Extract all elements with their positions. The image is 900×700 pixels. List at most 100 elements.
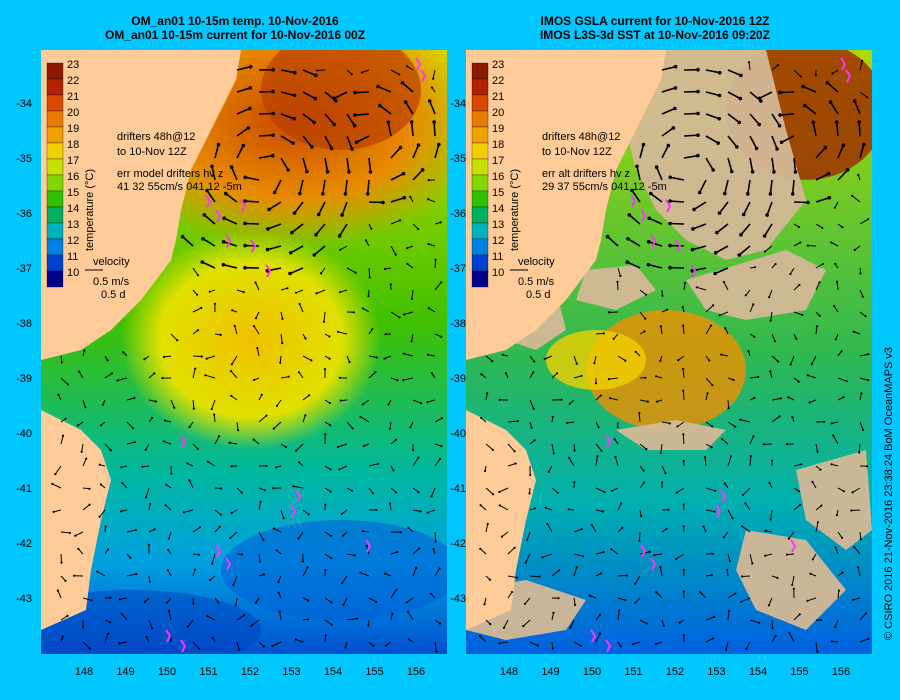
vector-arrowhead [573,449,576,452]
vector-arrowhead [853,546,856,549]
velocity-vector [771,135,778,150]
vector-arrowhead [195,293,199,296]
velocity-vector [682,325,685,335]
vector-arrowhead [810,363,813,366]
velocity-vector [738,245,751,256]
vector-arrowhead [98,515,101,518]
vector-arrowhead [186,462,189,465]
velocity-vector [837,590,840,599]
vector-arrowhead [304,414,307,417]
velocity-vector [724,179,729,194]
vector-arrowhead [526,538,529,541]
velocity-vector [165,504,172,511]
vector-arrowhead [613,438,616,441]
vector-arrowhead [64,579,67,582]
colorbar-swatch [471,94,489,112]
velocity-vector [551,569,560,577]
vector-arrowhead [167,537,170,540]
vector-arrowhead [845,380,848,383]
velocity-vector [290,245,304,254]
vector-arrowhead [833,206,836,209]
vector-arrowhead [646,240,651,244]
vector-arrowhead [697,190,702,195]
vector-arrowhead [655,590,658,594]
longitude-tick-label: 149 [541,666,560,678]
vector-arrowhead [607,378,610,381]
velocity-vector [168,531,172,539]
vector-arrowhead [580,528,583,531]
vector-arrowhead [294,638,297,641]
vector-arrowhead [762,234,767,238]
vector-arrowhead [205,357,208,360]
vector-arrowhead [501,353,504,356]
velocity-vector [791,575,795,585]
velocity-vector [206,190,216,203]
vector-arrowhead [659,359,662,362]
drifter-track [225,234,232,248]
vector-arrowhead [811,480,814,483]
vector-arrowhead [84,406,87,409]
velocity-vector [595,633,601,643]
vector-arrowhead [57,393,60,396]
vector-arrowhead [857,173,860,177]
vector-arrowhead [776,576,779,580]
colorbar-swatch [46,78,64,96]
velocity-vector [427,509,436,514]
velocity-vector [639,443,647,450]
colorbar-swatch [46,110,64,128]
velocity-vector [412,548,420,555]
vector-arrowhead [696,111,700,116]
vector-arrowhead [842,490,845,493]
vector-arrowhead [62,434,65,437]
velocity-vector [723,531,729,538]
vector-arrowhead [167,609,170,613]
vector-arrowhead [342,603,345,606]
vector-arrowhead [332,96,337,101]
velocity-vector [815,263,824,269]
vector-arrowhead [134,529,137,532]
velocity-vector [669,222,685,225]
vector-arrowhead [118,642,121,645]
right-panel-title: IMOS GSLA current for 10-Nov-2016 12Z IM… [490,14,820,42]
vector-arrowhead [626,237,630,241]
velocity-vector [404,101,414,115]
latitude-tick-label: -40 [16,428,32,440]
vector-arrowhead [803,103,807,108]
velocity-vector [390,69,400,75]
vector-arrowhead [665,527,668,530]
velocity-vector [742,487,751,496]
velocity-vector [434,568,440,577]
vector-arrowhead [652,554,655,557]
vector-arrowhead [775,147,779,151]
vector-arrowhead [281,317,284,320]
vector-arrowhead [684,281,687,284]
velocity-vector [595,443,602,452]
velocity-vector [258,415,267,423]
velocity-vector [302,157,308,172]
velocity-vector [434,282,442,291]
vector-arrowhead [833,305,836,308]
vector-arrowhead [359,415,362,418]
vector-arrowhead [107,632,110,635]
vector-arrowhead [219,513,222,516]
vector-arrowhead [792,587,795,590]
velocity-vector [837,531,843,539]
vector-arrowhead [659,451,662,454]
velocity-vector [235,597,238,606]
vector-arrowhead [596,455,599,458]
vector-arrowhead [211,562,214,565]
vector-arrowhead [634,582,637,585]
vector-arrowhead [341,534,345,537]
vector-arrowhead [52,510,55,513]
velocity-vector [781,135,795,144]
velocity-vector [705,113,720,120]
velocity-vector [837,487,845,492]
vector-arrowhead [229,370,233,373]
vector-arrowhead [339,399,342,402]
vector-arrowhead [731,517,734,520]
vector-arrowhead [845,168,850,172]
velocity-vector [236,145,245,159]
longitude-tick-label: 156 [831,666,851,678]
velocity-vector [188,479,194,489]
vector-arrowhead [774,634,777,638]
